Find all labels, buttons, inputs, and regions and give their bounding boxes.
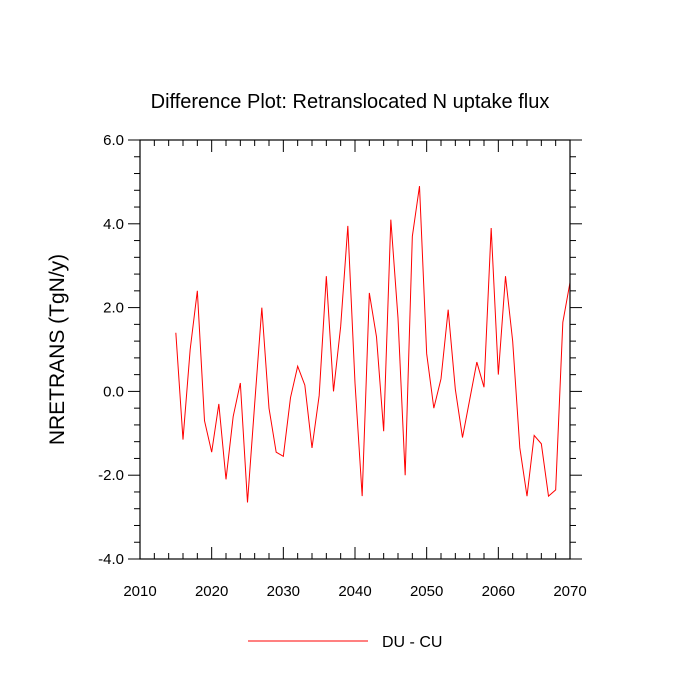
x-tick-label: 2030 bbox=[267, 583, 300, 600]
x-tick-label: 2050 bbox=[410, 583, 443, 600]
plot-area bbox=[175, 186, 571, 503]
x-tick-label: 2060 bbox=[482, 583, 515, 600]
axis-ticks: 2010 2020 2030 2040 2050 2060 2070 -4.0 -2.0 0.0 2… bbox=[98, 132, 587, 600]
chart-title: Difference Plot: Retranslocated N uptake… bbox=[151, 91, 550, 113]
y-tick-label: 6.0 bbox=[103, 132, 124, 149]
y-tick-label: -4.0 bbox=[98, 551, 124, 568]
legend: DU - CU bbox=[248, 634, 442, 651]
y-axis-label: NRETRANS (TgN/y) bbox=[46, 254, 69, 445]
plot-frame bbox=[139, 139, 571, 560]
x-tick-label: 2040 bbox=[338, 583, 371, 600]
series-line-du-cu bbox=[175, 186, 571, 503]
x-tick-label: 2070 bbox=[553, 583, 586, 600]
y-tick-label: 4.0 bbox=[103, 216, 124, 233]
y-tick-label: 0.0 bbox=[103, 383, 124, 400]
legend-label-du-cu: DU - CU bbox=[382, 634, 442, 651]
x-tick-label: 2020 bbox=[195, 583, 228, 600]
y-tick-label: 2.0 bbox=[103, 300, 124, 317]
x-tick-label: 2010 bbox=[123, 583, 156, 600]
y-tick-label: -2.0 bbox=[98, 467, 124, 484]
